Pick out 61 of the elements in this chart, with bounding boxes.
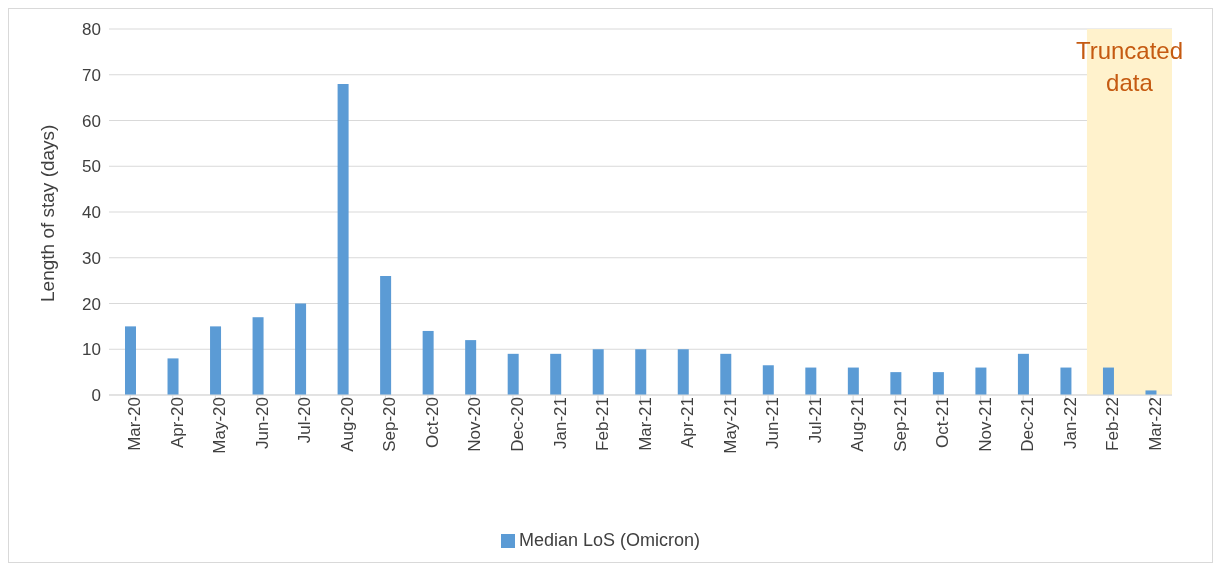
bar — [805, 367, 817, 395]
x-tick-label: Feb-22 — [1103, 397, 1123, 451]
x-tick-label: Jul-20 — [295, 397, 315, 444]
x-tick-label: Oct-20 — [422, 397, 442, 449]
x-tick-label: Aug-20 — [337, 397, 357, 452]
x-tick-label: Sep-20 — [380, 397, 400, 452]
x-tick-label: Sep-21 — [890, 397, 910, 452]
bar — [465, 340, 477, 395]
x-tick-label: Jun-20 — [252, 397, 272, 449]
bar — [337, 83, 349, 395]
x-tick-label: Mar-20 — [125, 397, 145, 451]
bar — [635, 349, 647, 395]
x-tick-label: Jan-21 — [550, 397, 570, 449]
bar — [125, 326, 136, 395]
bar — [975, 367, 987, 395]
x-tick-label: Apr-20 — [167, 397, 187, 449]
x-tick-label: Apr-21 — [678, 397, 698, 449]
x-tick-label: Aug-21 — [848, 397, 868, 452]
bar — [720, 353, 732, 395]
x-tick-label: Jan-22 — [1060, 397, 1080, 449]
bar — [1017, 353, 1029, 395]
bar — [1060, 367, 1072, 395]
x-tick-label: May-21 — [720, 397, 740, 454]
bar — [1102, 367, 1114, 395]
bar — [677, 349, 689, 395]
bar — [890, 372, 902, 395]
y-tick-label: 30 — [82, 248, 101, 268]
x-tick-label: Mar-21 — [635, 397, 655, 451]
x-tick-label: Nov-20 — [465, 397, 485, 452]
legend-label: Median LoS (Omicron) — [518, 530, 701, 550]
x-tick-label: Oct-21 — [933, 397, 953, 449]
y-tick-label: 20 — [82, 294, 101, 314]
bar — [210, 326, 222, 395]
x-tick-label: Mar-22 — [1145, 397, 1165, 451]
band-label: Truncated data — [1075, 37, 1184, 96]
bar — [507, 353, 519, 395]
bar — [592, 349, 604, 395]
y-tick-label: 50 — [82, 157, 101, 177]
y-tick-label: 80 — [82, 20, 101, 40]
x-tick-label: Dec-20 — [508, 397, 528, 452]
bar — [550, 353, 562, 395]
y-tick-label: 70 — [82, 65, 101, 85]
bar — [847, 367, 859, 395]
y-tick-label: 60 — [82, 111, 101, 131]
x-tick-label: Feb-21 — [593, 397, 613, 451]
x-tick-label: Jun-21 — [763, 397, 783, 449]
y-tick-label: 10 — [82, 340, 101, 360]
bar — [167, 358, 179, 395]
x-tick-label: Jul-21 — [805, 397, 825, 444]
x-tick-label: Dec-21 — [1018, 397, 1038, 452]
y-tick-label: 0 — [91, 386, 101, 406]
bar — [380, 276, 392, 395]
bar — [295, 303, 307, 395]
x-tick-label: May-20 — [210, 397, 230, 454]
bar — [252, 317, 264, 395]
bar — [422, 330, 434, 395]
x-tick-label: Nov-21 — [975, 397, 995, 452]
bar — [932, 372, 944, 395]
y-tick-label: 40 — [82, 203, 101, 223]
bar — [762, 365, 774, 395]
y-axis-title: Length of stay (days) — [36, 124, 58, 302]
